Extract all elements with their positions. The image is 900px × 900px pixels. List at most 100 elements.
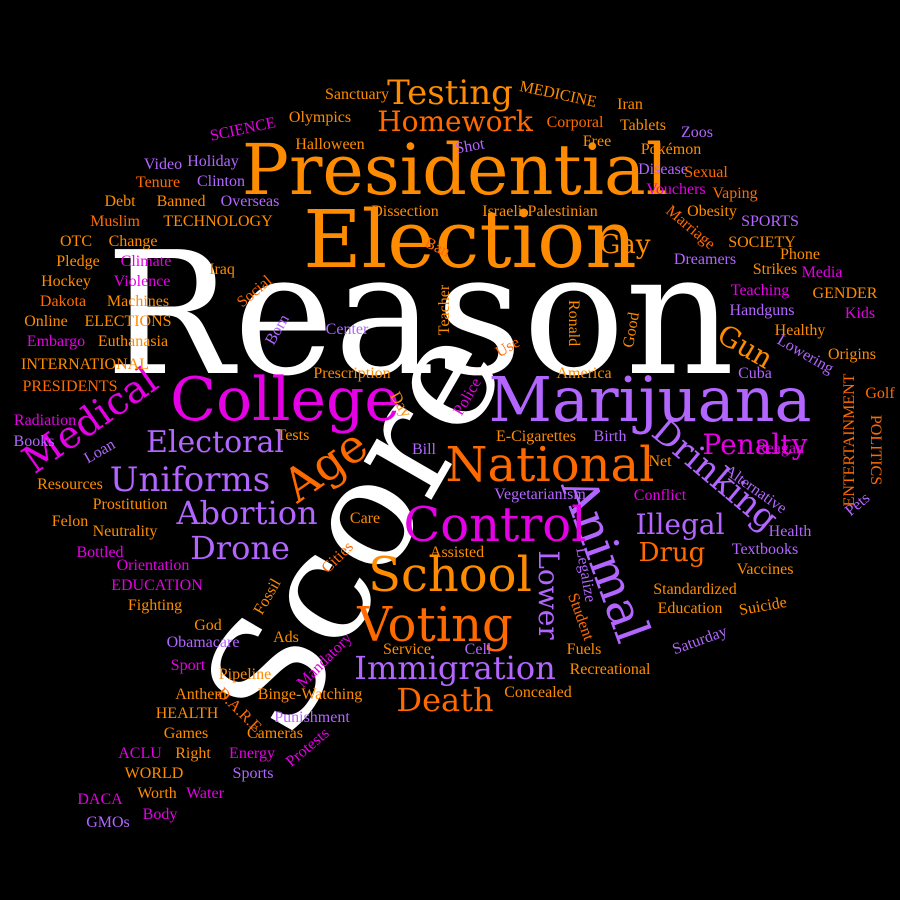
word-concealed: Concealed xyxy=(504,684,572,701)
word-drug: Drug xyxy=(638,538,706,568)
word-sports: Sports xyxy=(232,765,274,782)
word-water: Water xyxy=(186,785,224,802)
word-anthem: Anthem xyxy=(175,686,227,703)
word-disease: Disease xyxy=(638,161,688,178)
word-resources: Resources xyxy=(37,476,103,493)
word-suicide: Suicide xyxy=(737,593,789,620)
word-daca: DACA xyxy=(77,791,123,808)
word-otc: OTC xyxy=(60,233,92,250)
word-elections: ELECTIONS xyxy=(84,313,172,330)
word-gay: Gay xyxy=(599,230,651,260)
word-golf: Golf xyxy=(865,385,895,402)
word-games: Games xyxy=(163,725,209,742)
word-iran: Iran xyxy=(617,96,643,113)
word-banned: Banned xyxy=(156,193,206,210)
word-bill: Bill xyxy=(411,441,437,458)
word-punishment: Punishment xyxy=(274,709,350,726)
word-binge-watching: Binge-Watching xyxy=(257,686,363,703)
word-neutrality: Neutrality xyxy=(92,523,158,540)
word-birth: Birth xyxy=(593,428,627,445)
word-education: Education xyxy=(657,600,723,617)
word-standardized: Standardized xyxy=(653,581,737,598)
word-tenure: Tenure xyxy=(135,174,181,191)
word-prescription: Prescription xyxy=(313,365,391,382)
word-video: Video xyxy=(143,156,183,173)
word-machines: Machines xyxy=(106,293,170,310)
word-cell: Cell xyxy=(464,641,492,658)
word-international: INTERNATIONAL xyxy=(21,356,149,373)
word-sexual: Sexual xyxy=(684,164,728,181)
word-pok-mon: Pokémon xyxy=(640,141,702,158)
word-books: Books xyxy=(13,433,55,450)
word-america: America xyxy=(556,365,612,382)
word-cuba: Cuba xyxy=(738,365,772,382)
word-textbooks: Textbooks xyxy=(731,541,799,558)
word-world: WORLD xyxy=(124,765,184,782)
word-vouchers: Vouchers xyxy=(646,181,706,198)
word-obamacare: Obamacare xyxy=(166,634,240,651)
word-israeli-palestinian: Israeli-Palestinian xyxy=(482,203,598,220)
word-reason: Reason xyxy=(105,216,735,414)
word-clinton: Clinton xyxy=(196,173,246,190)
word-violence: Violence xyxy=(113,273,171,290)
word-phone: Phone xyxy=(780,246,820,263)
word-immigration: Immigration xyxy=(354,649,556,687)
word-gmos: GMOs xyxy=(86,814,130,831)
word-health: Health xyxy=(768,523,812,540)
word-reagan: Reagan xyxy=(756,440,804,457)
word-e-cigarettes: E-Cigarettes xyxy=(496,428,576,445)
word-pipeline: Pipeline xyxy=(218,666,272,683)
word-origins: Origins xyxy=(828,346,876,363)
word-politics: POLITICS xyxy=(867,414,884,486)
word-voting: Voting xyxy=(357,597,513,653)
word-center: Center xyxy=(325,321,369,338)
word-recreational: Recreational xyxy=(569,661,651,678)
word-homework: Homework xyxy=(377,105,533,138)
word-fuels: Fuels xyxy=(566,641,602,658)
word-presidential: Presidential xyxy=(241,129,669,211)
word-worth: Worth xyxy=(137,785,177,802)
word-strikes: Strikes xyxy=(752,261,798,278)
word-corporal: Corporal xyxy=(546,114,604,131)
word-debt: Debt xyxy=(104,193,136,210)
word-body: Body xyxy=(142,806,178,823)
word-marijuana: Marijuana xyxy=(488,363,812,436)
word-penalty: Penalty xyxy=(702,428,808,461)
word-care: Care xyxy=(349,510,381,527)
word-muslim: Muslim xyxy=(90,213,140,230)
word-presidents: PRESIDENTS xyxy=(22,378,118,395)
word-tests: Tests xyxy=(276,427,310,444)
word-assisted: Assisted xyxy=(429,544,485,561)
word-embargo: Embargo xyxy=(26,333,86,350)
word-dakota: Dakota xyxy=(39,293,87,310)
word-election: Election xyxy=(303,193,637,286)
word-society: SOCIETY xyxy=(728,234,796,251)
word-gender: GENDER xyxy=(812,285,878,302)
word-illegal: Illegal xyxy=(635,508,725,541)
word-iraq: Iraq xyxy=(209,261,235,278)
word-sanctuary: Sanctuary xyxy=(325,86,389,103)
word-overseas: Overseas xyxy=(220,193,280,210)
word-lower: Lower xyxy=(532,550,565,640)
word-bottled: Bottled xyxy=(76,544,124,561)
word-halloween: Halloween xyxy=(295,136,365,153)
word-sport: Sport xyxy=(170,657,206,674)
word-handguns: Handguns xyxy=(729,302,795,319)
word-testing: Testing xyxy=(387,73,513,113)
word-fighting: Fighting xyxy=(127,597,183,614)
word-healthy: Healthy xyxy=(774,322,826,339)
word-obesity: Obesity xyxy=(687,203,737,220)
word-olympics: Olympics xyxy=(288,109,352,126)
word-control: Control xyxy=(403,497,587,553)
word-aclu: ACLU xyxy=(118,745,162,762)
word-zoos: Zoos xyxy=(681,124,713,141)
word-dissection: Dissection xyxy=(371,203,439,220)
word-teaching: Teaching xyxy=(730,282,790,299)
word-holiday: Holiday xyxy=(187,153,239,170)
word-prostitution: Prostitution xyxy=(92,496,168,513)
word-cameras: Cameras xyxy=(247,725,303,742)
word-hockey: Hockey xyxy=(41,273,91,290)
word-entertainment: ENTERTAINMENT xyxy=(841,373,858,507)
word-vegetarianism: Vegetarianism xyxy=(494,486,586,503)
